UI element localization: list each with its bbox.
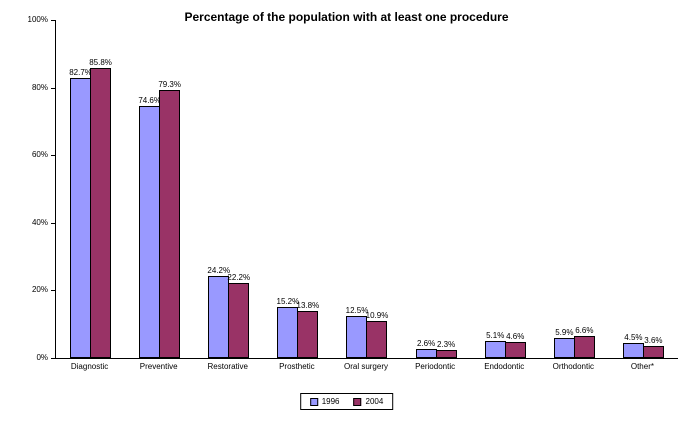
y-axis-tick-label: 80% [31,82,48,92]
bar-groups: 82.7% 85.8% 74.6% 79.3% 24.2% 22.2% 15.2% 13.8%… [56,20,678,358]
x-axis-label: Orthodontic [552,362,594,371]
x-axis-label: Restorative [207,362,248,371]
bar-group: 5.9% 6.6% [540,20,609,358]
y-axis-tick-label: 100% [27,15,48,24]
y-axis-tick-mark [51,87,55,89]
legend-swatch [353,397,362,406]
bar-1996: 15.2% [277,297,299,358]
bar-group: 24.2% 22.2% [194,20,263,358]
x-axis-labels: Diagnostic Preventive Restorative Prostheti… [55,362,677,371]
x-axis-label: Endodontic [484,362,525,371]
bar-value-label: 5.9% [555,328,574,338]
bar-1996: 5.1% [484,331,506,358]
bar-2004: 3.6% [642,336,664,358]
y-axis-tick-label: 0% [36,353,48,362]
chart-title: Percentage of the population with at lea… [184,10,509,24]
bar-2004: 6.6% [573,326,595,358]
bar-value-label: 82.7% [69,68,92,78]
x-axis-label: Oral surgery [343,362,388,371]
bar-value-label: 5.1% [486,330,505,340]
bar-1996: 82.7% [69,68,92,358]
y-axis-tick-label: 60% [31,150,48,160]
y-axis-tick-label: 20% [31,285,48,295]
y-axis-tick-mark [51,290,55,292]
x-axis-label: Periodontic [415,362,456,371]
bar-group: 74.6% 79.3% [125,20,194,358]
y-axis-tick-label: 40% [31,217,48,227]
bar-value-label: 3.6% [644,335,663,345]
bar-value-label: 6.6% [575,325,594,335]
bar-value-label: 24.2% [207,266,231,276]
bar-group: 82.7% 85.8% [56,20,125,358]
legend-item-1996: 1996 [309,397,340,406]
bar-2004: 4.6% [504,332,526,358]
y-axis-tick-mark [51,155,55,157]
bar-2004: 79.3% [158,80,181,358]
bar-1996: 2.6% [415,339,437,358]
bar-1996: 24.2% [207,266,230,358]
bar-value-label: 2.3% [436,340,456,350]
plot-area: 82.7% 85.8% 74.6% 79.3% 24.2% 22.2% 15.2% 13.8%… [55,20,678,359]
bar-1996: 12.5% [346,306,368,358]
legend: 1996 2004 [299,393,394,410]
legend-label: 1996 [321,397,340,406]
bar-group: 2.6% 2.3% [402,20,471,358]
x-axis-label: Other* [630,362,654,371]
bar-value-label: 13.8% [296,301,320,311]
bar-group: 4.5% 3.6% [609,20,678,358]
x-axis-label: Prosthetic [279,362,315,371]
legend-item-2004: 2004 [353,397,384,406]
bar-2004: 85.8% [89,58,112,358]
bar-1996: 4.5% [622,333,644,358]
bar-value-label: 22.2% [227,272,251,282]
x-axis-label: Preventive [139,362,178,371]
bar-2004: 13.8% [297,301,319,358]
bar-2004: 10.9% [366,311,388,358]
legend-label: 2004 [365,397,384,406]
bar-2004: 2.3% [435,340,457,358]
bar-value-label: 85.8% [89,58,112,67]
y-axis-tick-mark [51,20,55,21]
bar-group: 15.2% 13.8% [263,20,332,358]
bar-value-label: 4.5% [624,332,643,342]
bar-2004: 22.2% [227,273,250,358]
legend-swatch [309,397,318,406]
bar-group: 5.1% 4.6% [471,20,540,358]
bar-group: 12.5% 10.9% [332,20,401,358]
bar-value-label: 10.9% [365,311,389,321]
y-axis-tick-mark [51,358,55,359]
bar-value-label: 15.2% [276,296,300,306]
bar-1996: 5.9% [553,328,575,358]
bar-value-label: 4.6% [506,332,525,342]
y-axis-tick-mark [51,222,55,224]
x-axis-label: Diagnostic [70,362,109,371]
bar-1996: 74.6% [138,96,161,358]
bar-value-label: 12.5% [345,305,369,315]
bar-value-label: 2.6% [416,339,436,349]
bar-value-label: 74.6% [138,95,161,105]
bar-value-label: 79.3% [158,79,181,89]
